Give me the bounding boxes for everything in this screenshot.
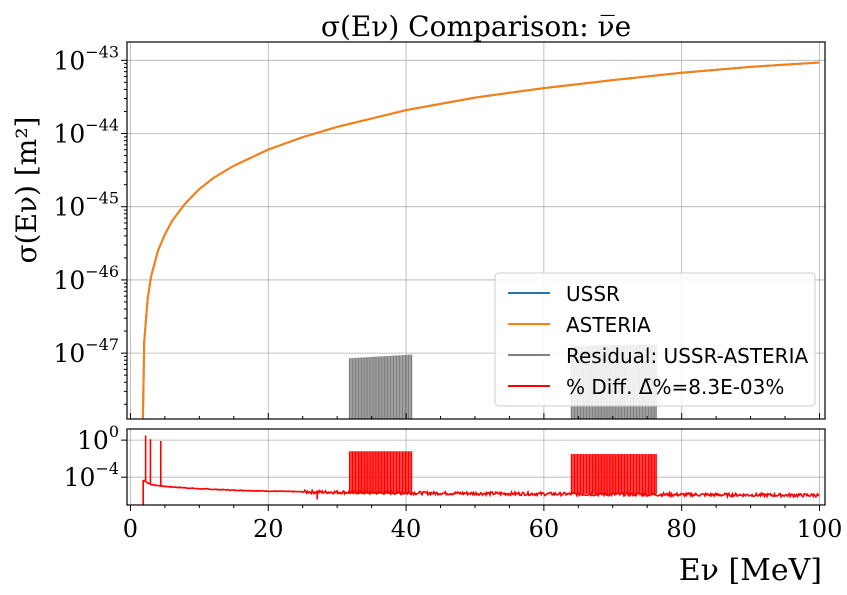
main-y-tick-label: 10−45 bbox=[53, 189, 119, 222]
main-y-tick-label: 10−44 bbox=[53, 116, 119, 149]
x-tick-label: 60 bbox=[529, 515, 560, 543]
main-plot-panel: 10−43 10−44 10−45 10−46 10−47 bbox=[53, 41, 826, 420]
legend-label: % Diff. Δ̄%=8.3E-03% bbox=[566, 375, 784, 399]
series-line-asteria bbox=[141, 61, 820, 420]
x-axis-label: Eν [MeV] bbox=[679, 553, 822, 588]
ratio-y-tick-label: 10−4 bbox=[64, 459, 119, 492]
ratio-plot-panel: 0 20 40 60 80 100 100 10−4 bbox=[64, 422, 843, 543]
x-tick-label: 20 bbox=[253, 515, 284, 543]
chart-title: σ(Eν) Comparison: ν̅e bbox=[321, 10, 631, 43]
main-ticks: 10−43 10−44 10−45 10−46 10−47 bbox=[53, 42, 820, 419]
main-y-tick-label: 10−47 bbox=[53, 335, 119, 368]
main-axes-frame bbox=[126, 41, 826, 420]
percent-diff-line bbox=[143, 479, 820, 500]
legend-box bbox=[494, 272, 816, 407]
legend-label: ASTERIA bbox=[566, 313, 651, 337]
ratio-y-tick-label: 100 bbox=[77, 422, 119, 455]
x-tick-label: 40 bbox=[391, 515, 422, 543]
ratio-ticks: 0 20 40 60 80 100 100 10−4 bbox=[64, 422, 843, 543]
ratio-axes-frame bbox=[126, 428, 826, 506]
legend-label: USSR bbox=[566, 282, 620, 306]
ratio-series-layer bbox=[142, 435, 820, 505]
legend-label: Residual: USSR-ASTERIA bbox=[566, 344, 808, 368]
y-axis-label: σ(Eν) [m²] bbox=[10, 117, 43, 264]
x-tick-label: 0 bbox=[123, 515, 138, 543]
legend: USSR ASTERIA Residual: USSR-ASTERIA % Diff.… bbox=[494, 272, 816, 407]
main-y-tick-label: 10−46 bbox=[53, 262, 119, 295]
x-tick-label: 100 bbox=[797, 515, 843, 543]
x-tick-label: 80 bbox=[666, 515, 697, 543]
main-y-tick-label: 10−43 bbox=[53, 42, 119, 75]
